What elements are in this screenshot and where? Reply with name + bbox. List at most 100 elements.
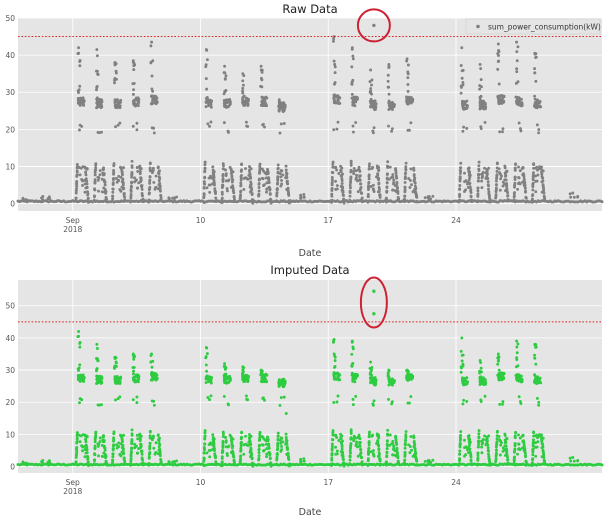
data-point bbox=[366, 192, 370, 196]
data-point bbox=[531, 173, 535, 177]
data-point bbox=[136, 98, 140, 102]
data-point bbox=[406, 83, 410, 86]
data-point bbox=[349, 446, 352, 450]
data-point bbox=[376, 440, 380, 444]
data-point bbox=[494, 193, 498, 197]
data-point bbox=[85, 451, 89, 455]
data-point bbox=[96, 178, 100, 182]
data-point bbox=[261, 100, 264, 103]
data-point bbox=[459, 370, 463, 374]
data-point bbox=[175, 195, 179, 199]
data-point bbox=[205, 451, 209, 455]
data-point bbox=[517, 442, 521, 446]
data-point bbox=[331, 171, 335, 175]
data-point bbox=[477, 176, 481, 180]
data-point bbox=[96, 105, 100, 109]
data-point bbox=[131, 372, 135, 376]
data-point bbox=[245, 397, 249, 401]
data-point bbox=[267, 443, 271, 446]
data-point bbox=[96, 130, 100, 134]
data-point bbox=[533, 356, 537, 360]
data-point bbox=[75, 169, 79, 173]
data-point bbox=[413, 176, 417, 180]
data-point bbox=[513, 166, 517, 170]
data-point bbox=[148, 161, 152, 165]
data-point bbox=[354, 436, 358, 440]
data-point bbox=[276, 166, 280, 170]
data-point bbox=[260, 78, 264, 82]
data-point bbox=[148, 175, 152, 179]
data-point bbox=[403, 454, 407, 458]
data-point bbox=[406, 371, 410, 375]
data-point bbox=[354, 177, 358, 181]
data-point bbox=[97, 189, 100, 193]
data-point bbox=[333, 71, 337, 75]
data-point bbox=[463, 100, 467, 104]
data-point bbox=[479, 366, 483, 370]
data-point bbox=[479, 125, 483, 129]
data-point bbox=[336, 371, 339, 375]
data-point bbox=[377, 182, 381, 186]
data-point bbox=[336, 376, 340, 379]
data-point bbox=[515, 97, 519, 101]
data-point bbox=[105, 200, 109, 204]
data-point bbox=[84, 177, 88, 181]
data-point bbox=[77, 51, 81, 55]
data-point bbox=[496, 60, 500, 63]
data-point bbox=[141, 458, 144, 462]
data-point bbox=[519, 374, 523, 378]
data-point bbox=[516, 45, 520, 49]
data-point bbox=[242, 94, 246, 98]
data-point bbox=[276, 441, 280, 445]
data-point bbox=[407, 97, 411, 101]
data-point bbox=[242, 187, 246, 191]
data-point bbox=[351, 130, 355, 134]
data-point bbox=[480, 442, 484, 446]
data-point bbox=[225, 189, 229, 193]
data-point bbox=[75, 173, 79, 177]
data-point bbox=[140, 452, 144, 456]
data-point bbox=[154, 378, 158, 382]
data-point bbox=[112, 439, 115, 443]
data-point bbox=[203, 442, 207, 446]
data-point bbox=[522, 441, 526, 445]
data-point bbox=[495, 169, 499, 173]
data-point bbox=[523, 186, 527, 190]
data-point bbox=[515, 70, 519, 74]
data-point bbox=[204, 377, 208, 381]
data-point bbox=[257, 447, 261, 451]
data-point bbox=[359, 451, 363, 455]
data-point bbox=[336, 94, 339, 98]
data-point bbox=[151, 166, 155, 170]
data-point bbox=[480, 451, 484, 455]
data-point bbox=[531, 177, 535, 181]
data-point bbox=[207, 448, 211, 452]
data-point bbox=[390, 176, 393, 179]
data-point bbox=[470, 198, 474, 202]
data-point bbox=[395, 176, 399, 180]
data-point bbox=[369, 97, 373, 101]
data-point bbox=[535, 123, 539, 127]
data-point bbox=[100, 190, 104, 194]
data-point bbox=[286, 451, 290, 455]
data-point bbox=[241, 72, 245, 76]
data-point bbox=[572, 195, 576, 199]
data-point bbox=[41, 198, 44, 202]
data-point bbox=[477, 432, 481, 436]
data-point bbox=[268, 187, 272, 191]
data-point bbox=[331, 433, 335, 437]
data-point bbox=[495, 173, 499, 177]
data-point bbox=[534, 174, 538, 178]
data-point bbox=[386, 428, 390, 432]
data-point bbox=[265, 447, 269, 451]
data-point bbox=[405, 59, 409, 63]
data-point bbox=[516, 342, 520, 346]
data-point bbox=[262, 449, 265, 453]
data-point bbox=[533, 380, 536, 384]
data-point bbox=[261, 177, 265, 181]
data-point bbox=[514, 163, 518, 166]
data-point bbox=[227, 444, 231, 448]
data-point bbox=[600, 463, 604, 467]
data-point bbox=[512, 194, 516, 198]
data-point bbox=[99, 98, 103, 102]
